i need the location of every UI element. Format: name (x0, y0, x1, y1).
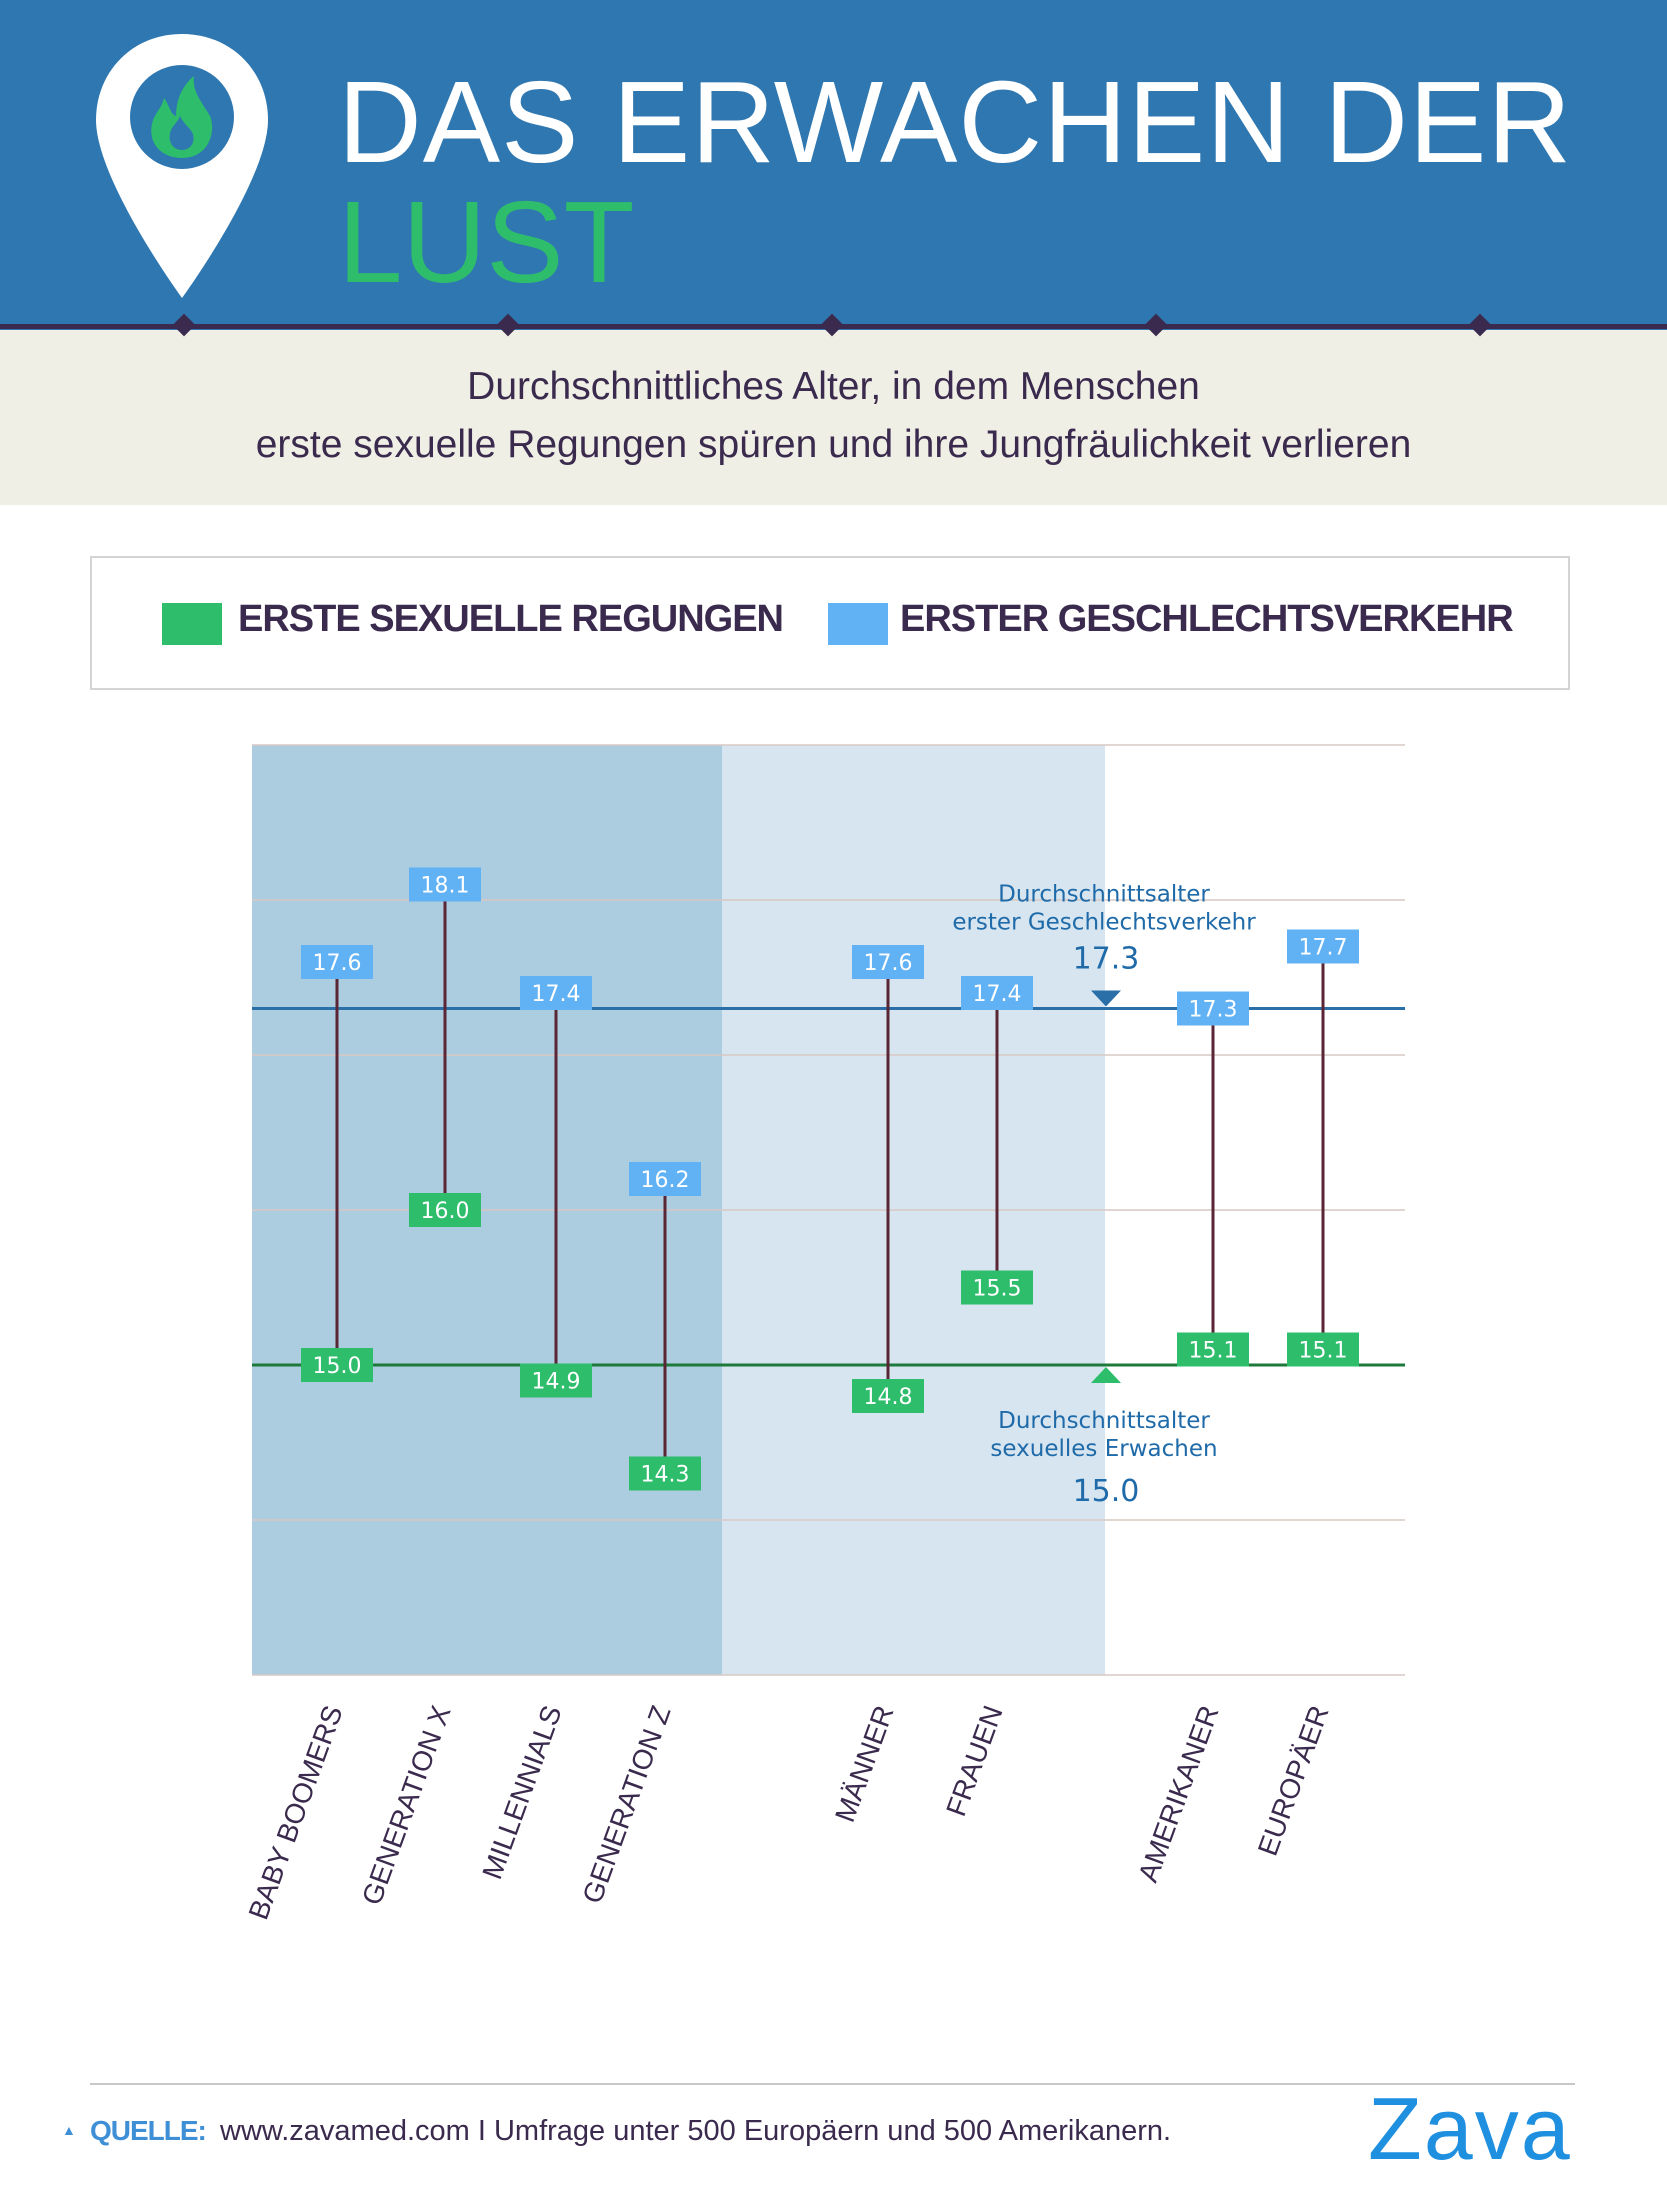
category-label: AMERIKANER (1132, 1701, 1224, 1886)
data-label-first-arousal: 14.9 (532, 1370, 581, 1395)
category-label: GENERATION X (356, 1701, 457, 1909)
marker-first-intercourse (629, 1162, 701, 1196)
category-label: BABY BOOMERS (243, 1701, 349, 1923)
zava-logo: Zava (1368, 2079, 1572, 2178)
marker-first-arousal (520, 1363, 592, 1398)
data-label-first-intercourse: 16.2 (641, 1168, 690, 1193)
subtitle-line-2: erste sexuelle Regungen spüren und ihre … (255, 423, 1412, 466)
marker-first-arousal (301, 1348, 373, 1382)
marker-first-arousal (1177, 1332, 1249, 1367)
source-text: www.zavamed.com I Umfrage unter 500 Euro… (220, 2115, 1172, 2147)
marker-first-intercourse (1177, 991, 1249, 1026)
category-label: FRAUEN (940, 1701, 1009, 1820)
source-label: QUELLE: (90, 2115, 207, 2146)
triangle-up-icon: ▲ (62, 2122, 76, 2138)
marker-first-arousal (852, 1379, 924, 1413)
legend-label-blue: ERSTER GESCHLECHTSVERKEHR (900, 598, 1514, 640)
marker-first-arousal (1287, 1332, 1359, 1367)
data-label-first-arousal: 15.5 (973, 1277, 1022, 1302)
data-label-first-arousal: 15.0 (313, 1354, 362, 1379)
flame-location-pin-icon (96, 34, 268, 298)
category-label: MILLENNIALS (476, 1701, 567, 1883)
marker-first-intercourse (961, 976, 1033, 1010)
data-label-first-intercourse: 17.3 (1189, 998, 1238, 1023)
legend-label-green: ERSTE SEXUELLE REGUNGEN (238, 598, 784, 640)
average-label-intercourse-line1: Durchschnittsalter (998, 882, 1210, 908)
triangle-down-icon (1091, 990, 1121, 1007)
average-label-intercourse-line2: erster Geschlechtsverkehr (952, 910, 1256, 936)
footer-divider (90, 2083, 1575, 2085)
marker-first-intercourse (301, 945, 373, 979)
page-title-line-2: LUST (338, 177, 635, 307)
data-label-first-intercourse: 17.6 (313, 951, 362, 976)
data-label-first-intercourse: 18.1 (421, 874, 470, 899)
marker-first-intercourse (520, 976, 592, 1010)
marker-first-arousal (409, 1193, 481, 1227)
average-label-awakening-line1: Durchschnittsalter (998, 1408, 1210, 1434)
data-label-first-arousal: 14.8 (864, 1385, 913, 1410)
data-label-first-intercourse: 17.4 (973, 982, 1022, 1007)
average-label-awakening-line2: sexuelles Erwachen (990, 1436, 1217, 1462)
data-label-first-arousal: 15.1 (1299, 1339, 1348, 1364)
triangle-up-icon (1091, 1367, 1121, 1383)
subtitle-line-1: Durchschnittliches Alter, in dem Mensche… (467, 365, 1200, 408)
legend-swatch-green (162, 603, 222, 645)
marker-first-intercourse (409, 867, 481, 902)
header-banner (0, 0, 1667, 330)
marker-first-arousal (629, 1456, 701, 1491)
average-value-intercourse: 17.3 (1073, 942, 1140, 977)
category-label: GENERATION Z (576, 1701, 676, 1907)
data-label-first-intercourse: 17.4 (532, 982, 581, 1007)
marker-first-intercourse (852, 945, 924, 979)
marker-first-intercourse (1287, 929, 1359, 964)
subtitle-band (0, 330, 1667, 505)
data-label-first-intercourse: 17.6 (864, 951, 913, 976)
subtitle: Durchschnittliches Alter, in dem Mensche… (0, 358, 1667, 474)
average-value-awakening: 15.0 (1073, 1474, 1140, 1509)
page-title-line-1: DAS ERWACHEN DER (338, 57, 1573, 187)
category-label: EUROPÄER (1252, 1701, 1335, 1859)
data-label-first-intercourse: 17.7 (1299, 936, 1348, 961)
data-label-first-arousal: 14.3 (641, 1463, 690, 1488)
marker-first-arousal (961, 1270, 1033, 1305)
data-label-first-arousal: 15.1 (1189, 1339, 1238, 1364)
category-label: MÄNNER (829, 1701, 900, 1826)
legend-swatch-blue (828, 603, 888, 645)
data-label-first-arousal: 16.0 (421, 1199, 470, 1224)
